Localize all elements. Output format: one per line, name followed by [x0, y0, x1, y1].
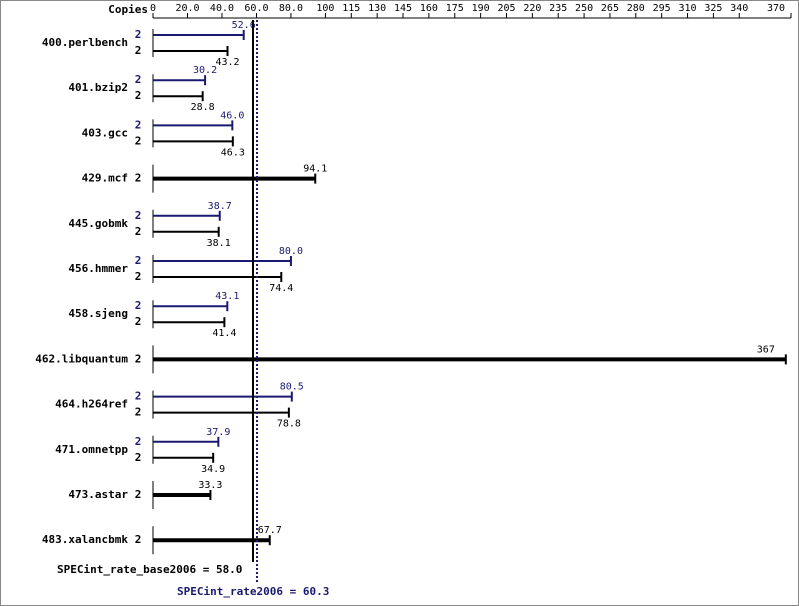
category-label: 471.omnetpp: [55, 443, 128, 456]
x-tick-label: 340: [730, 3, 748, 14]
category-label: 473.astar: [68, 488, 128, 501]
x-tick-label: 370: [767, 3, 785, 14]
copies-label: 2: [135, 44, 142, 57]
copies-label: 2: [135, 28, 142, 41]
copies-label: 2: [135, 352, 142, 365]
x-tick-label: 295: [653, 3, 671, 14]
value-label: 38.7: [208, 201, 232, 212]
x-tick-label: 130: [368, 3, 386, 14]
value-label: 74.4: [269, 283, 293, 294]
copies-label: 2: [135, 73, 142, 86]
x-tick-label: 280: [627, 3, 645, 14]
value-label: 46.0: [220, 110, 244, 121]
x-tick-label: 205: [497, 3, 515, 14]
value-label: 94.1: [303, 164, 327, 175]
copies-label: 2: [135, 315, 142, 328]
category-label: 458.sjeng: [68, 307, 128, 320]
x-tick-label: 160: [420, 3, 438, 14]
value-label: 28.8: [191, 102, 215, 113]
x-tick-label: 190: [472, 3, 490, 14]
copies-label: 2: [135, 435, 142, 448]
copies-label: 2: [135, 270, 142, 283]
x-tick-label: 100: [316, 3, 334, 14]
copies-label: 2: [135, 390, 142, 403]
x-tick-label: 145: [394, 3, 412, 14]
value-label: 43.1: [215, 291, 239, 302]
category-label: 403.gcc: [82, 126, 128, 139]
copies-label: 2: [135, 225, 142, 238]
copies-label: 2: [135, 299, 142, 312]
x-tick-label: 310: [679, 3, 697, 14]
x-tick-label: 0: [150, 3, 156, 14]
value-label: 30.2: [193, 65, 217, 76]
category-label: 445.gobmk: [68, 217, 128, 230]
value-label: 52.6: [232, 20, 256, 31]
copies-label: 2: [135, 533, 142, 546]
category-label: 483.xalancbmk: [42, 533, 128, 546]
x-tick-label: 325: [704, 3, 722, 14]
reference-label: SPECint_rate_base2006 = 58.0: [57, 563, 242, 576]
x-tick-label: 60.0: [244, 3, 268, 14]
copies-label: 2: [135, 254, 142, 267]
copies-label: 2: [135, 406, 142, 419]
value-label: 41.4: [212, 328, 236, 339]
value-label: 367: [757, 344, 775, 355]
value-label: 38.1: [207, 238, 231, 249]
value-label: 33.3: [198, 480, 222, 491]
x-tick-label: 40.0: [210, 3, 234, 14]
x-tick-label: 265: [601, 3, 619, 14]
x-tick-label: 115: [342, 3, 360, 14]
copies-label: 2: [135, 89, 142, 102]
x-tick-label: 235: [549, 3, 567, 14]
value-label: 67.7: [258, 525, 282, 536]
copies-label: 2: [135, 134, 142, 147]
value-label: 80.5: [280, 382, 304, 393]
value-label: 46.3: [221, 147, 245, 158]
value-label: 80.0: [279, 246, 303, 257]
copies-label: 2: [135, 488, 142, 501]
copies-label: 2: [135, 451, 142, 464]
category-label: 456.hmmer: [68, 262, 128, 275]
value-label: 37.9: [206, 427, 230, 438]
copies-label: 2: [135, 118, 142, 131]
x-tick-label: 80.0: [279, 3, 303, 14]
x-tick-label: 250: [575, 3, 593, 14]
category-label: 400.perlbench: [42, 36, 128, 49]
axis-title: Copies: [108, 3, 148, 16]
category-label: 462.libquantum: [35, 352, 128, 365]
reference-label: SPECint_rate2006 = 60.3: [177, 585, 329, 598]
category-label: 401.bzip2: [68, 81, 128, 94]
value-label: 43.2: [215, 57, 239, 68]
x-tick-label: 20.0: [175, 3, 199, 14]
category-label: 464.h264ref: [55, 398, 128, 411]
copies-label: 2: [135, 209, 142, 222]
x-tick-label: 220: [523, 3, 541, 14]
category-label: 429.mcf: [82, 172, 128, 185]
copies-label: 2: [135, 172, 142, 185]
value-label: 78.8: [277, 419, 301, 430]
x-tick-label: 175: [446, 3, 464, 14]
value-label: 34.9: [201, 464, 225, 475]
